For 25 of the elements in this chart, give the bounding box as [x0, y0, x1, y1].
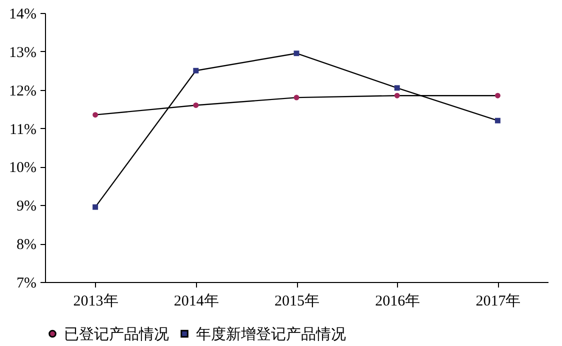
y-tick-label: 13% [9, 44, 36, 61]
point [193, 102, 199, 108]
y-tick-label: 11% [10, 122, 36, 138]
point [394, 92, 400, 98]
point [294, 50, 300, 56]
legend-label: 年度新增登记产品情况 [196, 326, 346, 343]
point [494, 118, 500, 124]
y-tick-label: 7% [16, 276, 36, 292]
y-tick-label: 9% [16, 198, 36, 215]
y-tick-label: 12% [9, 83, 36, 100]
x-tick-label: 2013年 [73, 292, 118, 310]
y-tick-label: 10% [9, 160, 36, 176]
x-tick-label: 2017年 [476, 292, 521, 310]
point [494, 92, 500, 98]
y-tick-label: 14% [9, 6, 36, 22]
x-tick-label: 2016年 [375, 292, 420, 310]
legend-label: 已登记产品情况 [64, 326, 169, 343]
point [92, 204, 98, 210]
point [294, 94, 300, 100]
x-tick-label: 2015年 [274, 292, 320, 310]
y-tick-label: 8% [16, 237, 36, 254]
x-tick-label: 2014年 [174, 292, 219, 310]
point [394, 85, 400, 91]
point [92, 112, 98, 118]
point [193, 68, 199, 74]
